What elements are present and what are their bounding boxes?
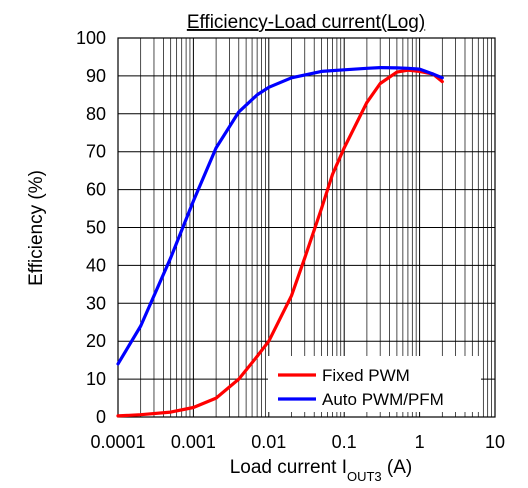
x-tick-labels: 0.0001 0.001 0.01 0.1 1 10 <box>90 432 505 452</box>
y-tick-label: 10 <box>86 369 106 389</box>
legend-label: Fixed PWM <box>322 366 410 385</box>
y-tick-labels: 0 10 20 30 40 50 60 70 80 90 100 <box>76 28 106 427</box>
x-axis-label-main: Load current I <box>230 457 347 478</box>
x-tick-label: 1 <box>415 432 425 452</box>
series-layer <box>116 65 444 418</box>
x-tick-label: 0.01 <box>251 432 286 452</box>
x-tick-label: 0.001 <box>171 432 216 452</box>
y-tick-label: 70 <box>86 142 106 162</box>
y-tick-label: 80 <box>86 104 106 124</box>
legend: Fixed PWM Auto PWM/PFM <box>268 356 481 412</box>
y-tick-label: 50 <box>86 218 106 238</box>
legend-box <box>268 356 481 412</box>
x-tick-label: 0.0001 <box>90 432 145 452</box>
y-tick-label: 60 <box>86 180 106 200</box>
x-axis-label: Load current IOUT3 (A) <box>230 457 413 484</box>
x-tick-label: 10 <box>485 432 505 452</box>
y-axis-label: Efficiency (%) <box>26 170 47 286</box>
x-axis-label-unit: (A) <box>382 457 413 478</box>
series-line-fixed-pwm <box>116 68 444 418</box>
series-line-auto-pwm-pfm <box>116 65 444 366</box>
y-tick-label: 20 <box>86 331 106 351</box>
y-tick-label: 30 <box>86 293 106 313</box>
chart-title: Efficiency-Load current(Log) <box>187 12 425 33</box>
x-tick-label: 0.1 <box>332 432 357 452</box>
y-tick-label: 0 <box>96 407 106 427</box>
y-tick-label: 90 <box>86 66 106 86</box>
y-tick-label: 100 <box>76 28 106 48</box>
x-axis-label-subscript: OUT3 <box>347 469 382 484</box>
plot-frame <box>117 37 496 418</box>
legend-label: Auto PWM/PFM <box>322 390 444 409</box>
y-tick-label: 40 <box>86 255 106 275</box>
